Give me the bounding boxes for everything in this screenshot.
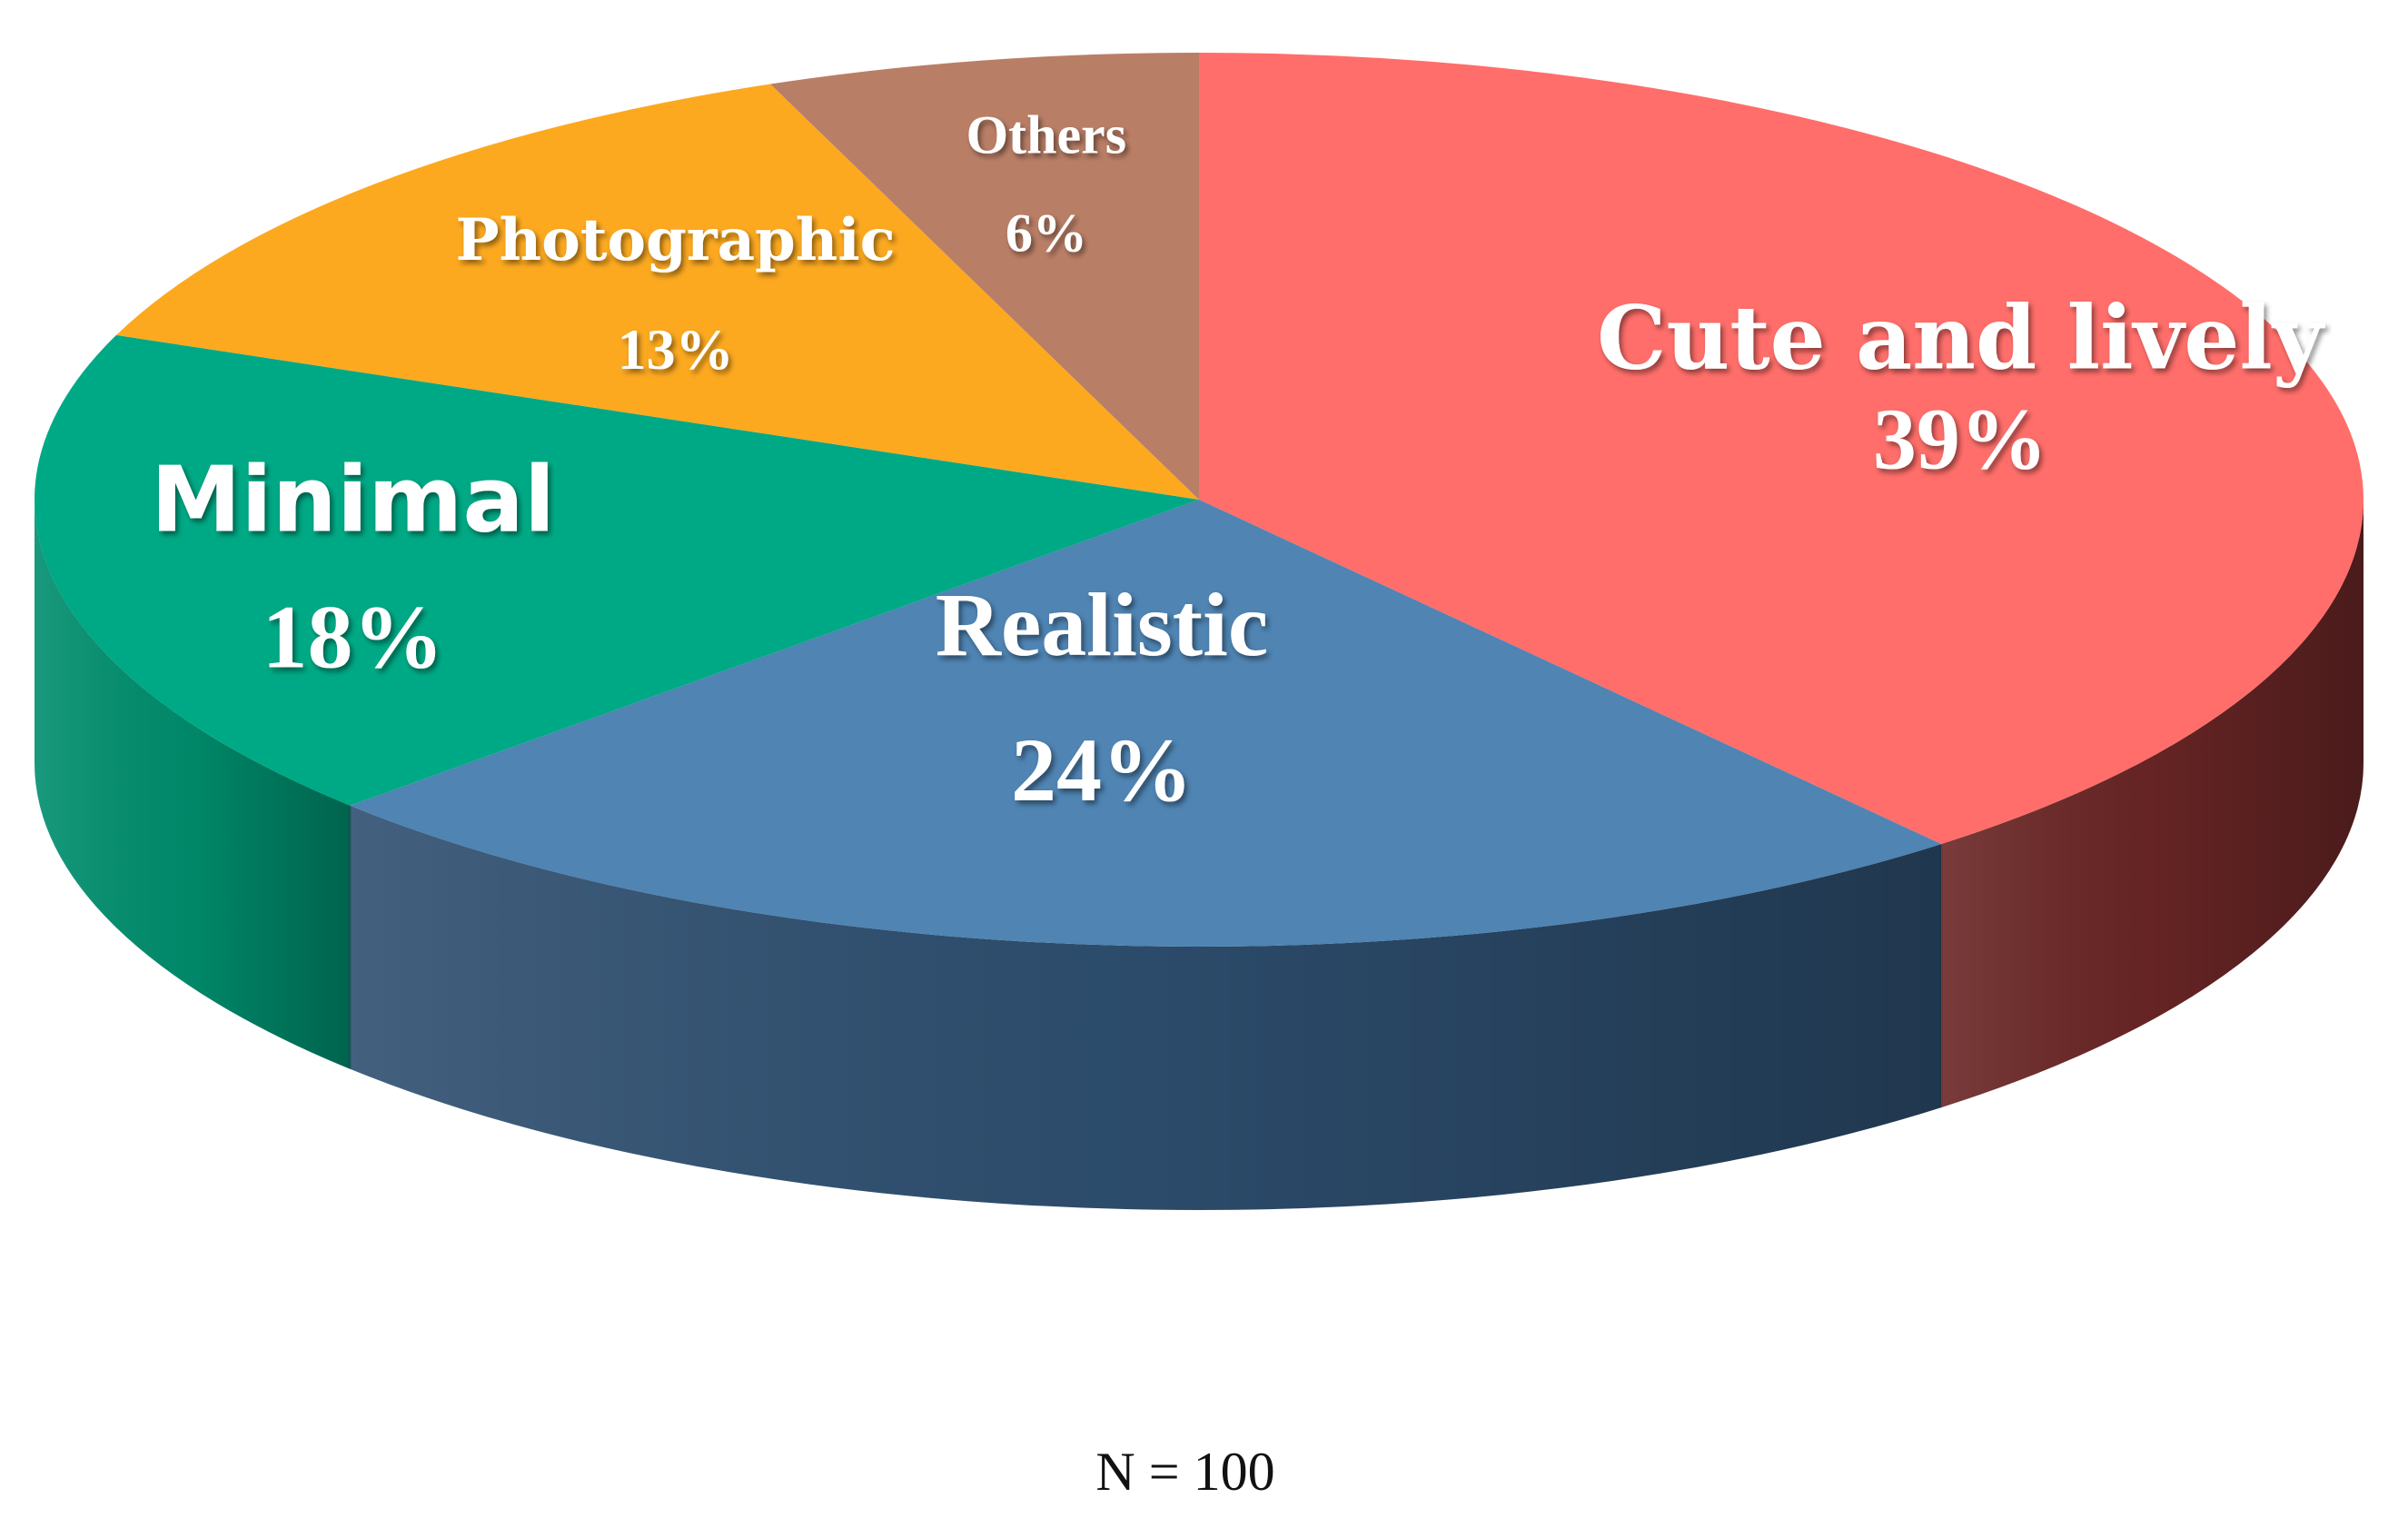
slice-percent-minimal: 18% [262, 587, 443, 688]
pie-sides [34, 500, 2363, 1210]
slice-percent-realistic: 24% [1011, 719, 1193, 820]
slice-percent-photographic: 13% [618, 317, 734, 382]
pie-slice-others [770, 53, 1199, 500]
pie-tops [34, 53, 2364, 947]
slice-name-photographic: Photographic [456, 206, 896, 274]
pie-slice-realistic [350, 500, 1942, 947]
pie-slice-cute-and-lively [1199, 53, 2364, 845]
pie-side-shade-minimal [34, 500, 351, 1069]
pie-slice-minimal [34, 334, 1199, 806]
slice-percent-cute-and-lively: 39% [1873, 390, 2047, 487]
pie-side-shade-realistic [350, 805, 1942, 1210]
sample-size-note: N = 100 [1095, 1442, 1274, 1502]
slice-name-realistic: Realistic [936, 574, 1269, 675]
slice-name-minimal: Minimal [151, 447, 555, 553]
pie-side-shade-cute-and-lively [1941, 500, 2363, 1108]
slice-name-others: Others [966, 105, 1127, 165]
slice-percent-others: 6% [1006, 203, 1087, 263]
pie-slice-photographic [116, 84, 1199, 500]
slice-name-cute-and-lively: Cute and lively [1597, 286, 2326, 389]
